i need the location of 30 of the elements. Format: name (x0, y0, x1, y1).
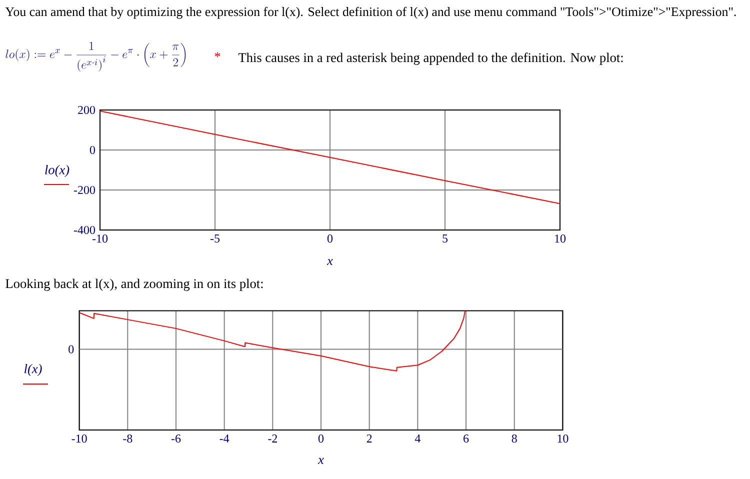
line-series (100, 110, 560, 204)
x-axis-title: x (326, 258, 333, 266)
x-tick-label: -5 (210, 234, 220, 242)
chart-title: Looking back at l(x), and zooming in on its plot: (6, 278, 263, 291)
y-tick-label: -400 (74, 226, 96, 234)
x-tick-label: -4 (220, 434, 230, 442)
x-tick-label: 8 (512, 434, 517, 443)
x-tick-label: -10 (92, 234, 108, 243)
x-tick-label: 4 (414, 434, 420, 442)
text: $lo(x) := e^{x} - \frac{1}{\left(e^{x\cdot i}\right)^{i}} - e^{\pi}\cdot\left(x + \frac{\pi}{2}\right)$ (6, 42, 186, 72)
text: This causes in a red asterisk being appended to the definition. Now plot: (238, 52, 623, 65)
x-tick-label: 10 (555, 234, 566, 243)
x-tick-label: -8 (123, 434, 132, 443)
chart-title: You can amend that by optimizing the expression for l(x). Select definition of l(x) and use menu command "Tools">"Otimize">"Expression". (5, 6, 736, 19)
x-tick-label: 2 (366, 434, 372, 442)
y-tick-label: 200 (78, 106, 96, 114)
y-tick-label: 0 (90, 146, 96, 154)
x-tick-label: 10 (558, 434, 568, 443)
x-tick-label: -10 (72, 434, 87, 443)
y-tick-label: -200 (74, 186, 96, 194)
x-axis-title: x (318, 458, 324, 464)
text: * (214, 52, 220, 58)
x-tick-label: 0 (318, 434, 324, 443)
x-tick-label: 0 (327, 234, 333, 243)
y-axis-title: l(x) (24, 364, 42, 376)
x-tick-label: -6 (171, 434, 181, 443)
x-tick-label: 6 (464, 434, 469, 443)
y-axis-title: lo(x) (45, 164, 70, 178)
x-tick-label: -2 (268, 434, 277, 442)
x-tick-label: 5 (442, 234, 448, 242)
